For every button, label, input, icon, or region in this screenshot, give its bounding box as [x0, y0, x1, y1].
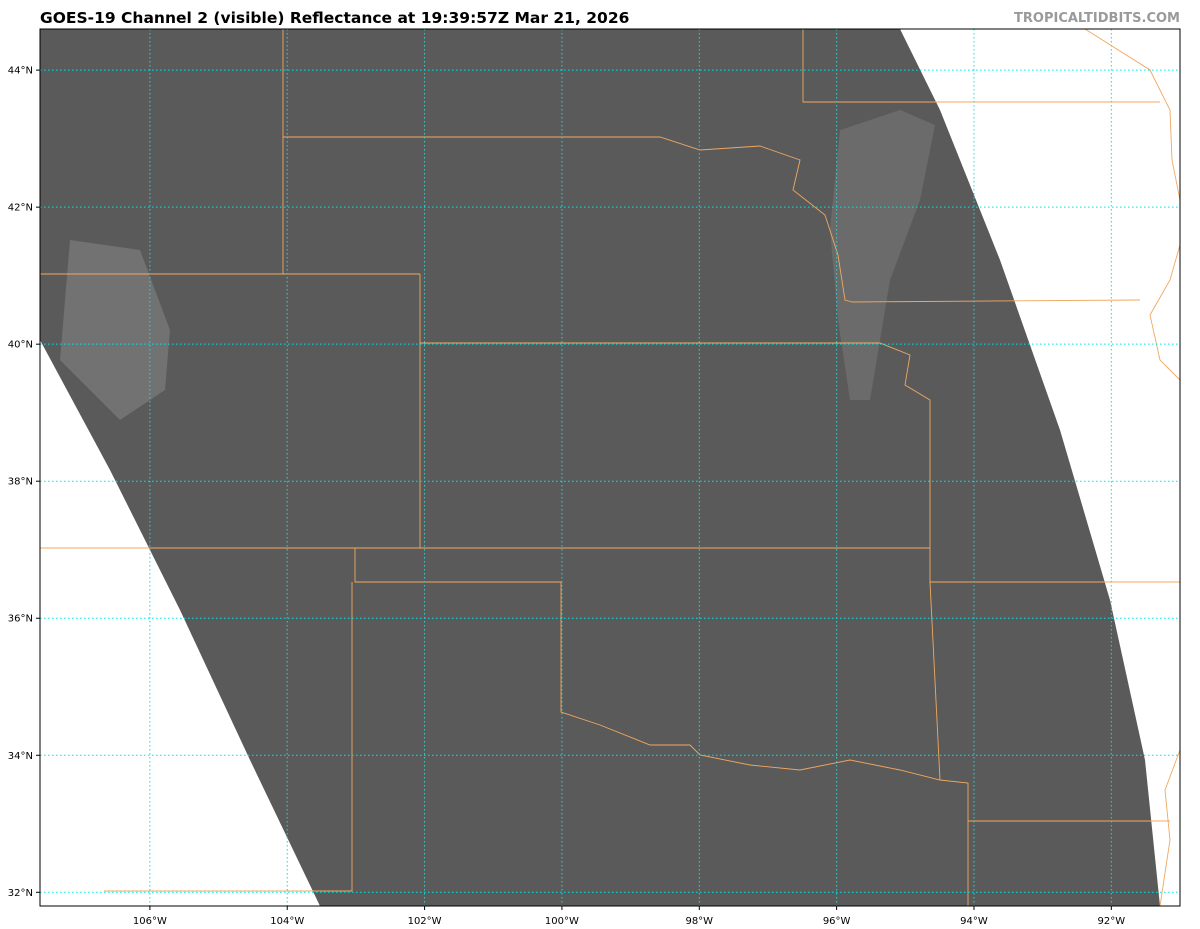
mountain-snow — [60, 240, 170, 420]
lon-tick-label: 94°W — [960, 916, 988, 927]
lon-tick-label: 92°W — [1098, 916, 1126, 927]
satellite-swath — [40, 29, 1160, 906]
cloud-band — [830, 110, 935, 400]
lat-tick-label: 38°N — [8, 477, 33, 488]
lat-tick-label: 34°N — [8, 751, 33, 762]
map-title: GOES-19 Channel 2 (visible) Reflectance … — [40, 9, 630, 27]
lon-tick-label: 104°W — [270, 916, 304, 927]
axis-ticks: 106°W 104°W 102°W 100°W 98°W 96°W 94°W 92°W 44°N… — [8, 66, 1125, 927]
lon-tick-label: 102°W — [408, 916, 442, 927]
lon-tick-label: 100°W — [545, 916, 579, 927]
lon-tick-label: 96°W — [823, 916, 851, 927]
lon-tick-label: 106°W — [133, 916, 167, 927]
lat-tick-label: 44°N — [8, 66, 33, 77]
lat-tick-label: 32°N — [8, 888, 33, 899]
lat-tick-label: 42°N — [8, 203, 33, 214]
lat-tick-label: 40°N — [8, 340, 33, 351]
map-frame — [39, 28, 1181, 907]
lon-tick-label: 98°W — [685, 916, 713, 927]
watermark: TROPICALTIDBITS.COM — [1014, 11, 1180, 26]
lat-tick-label: 36°N — [8, 614, 33, 625]
